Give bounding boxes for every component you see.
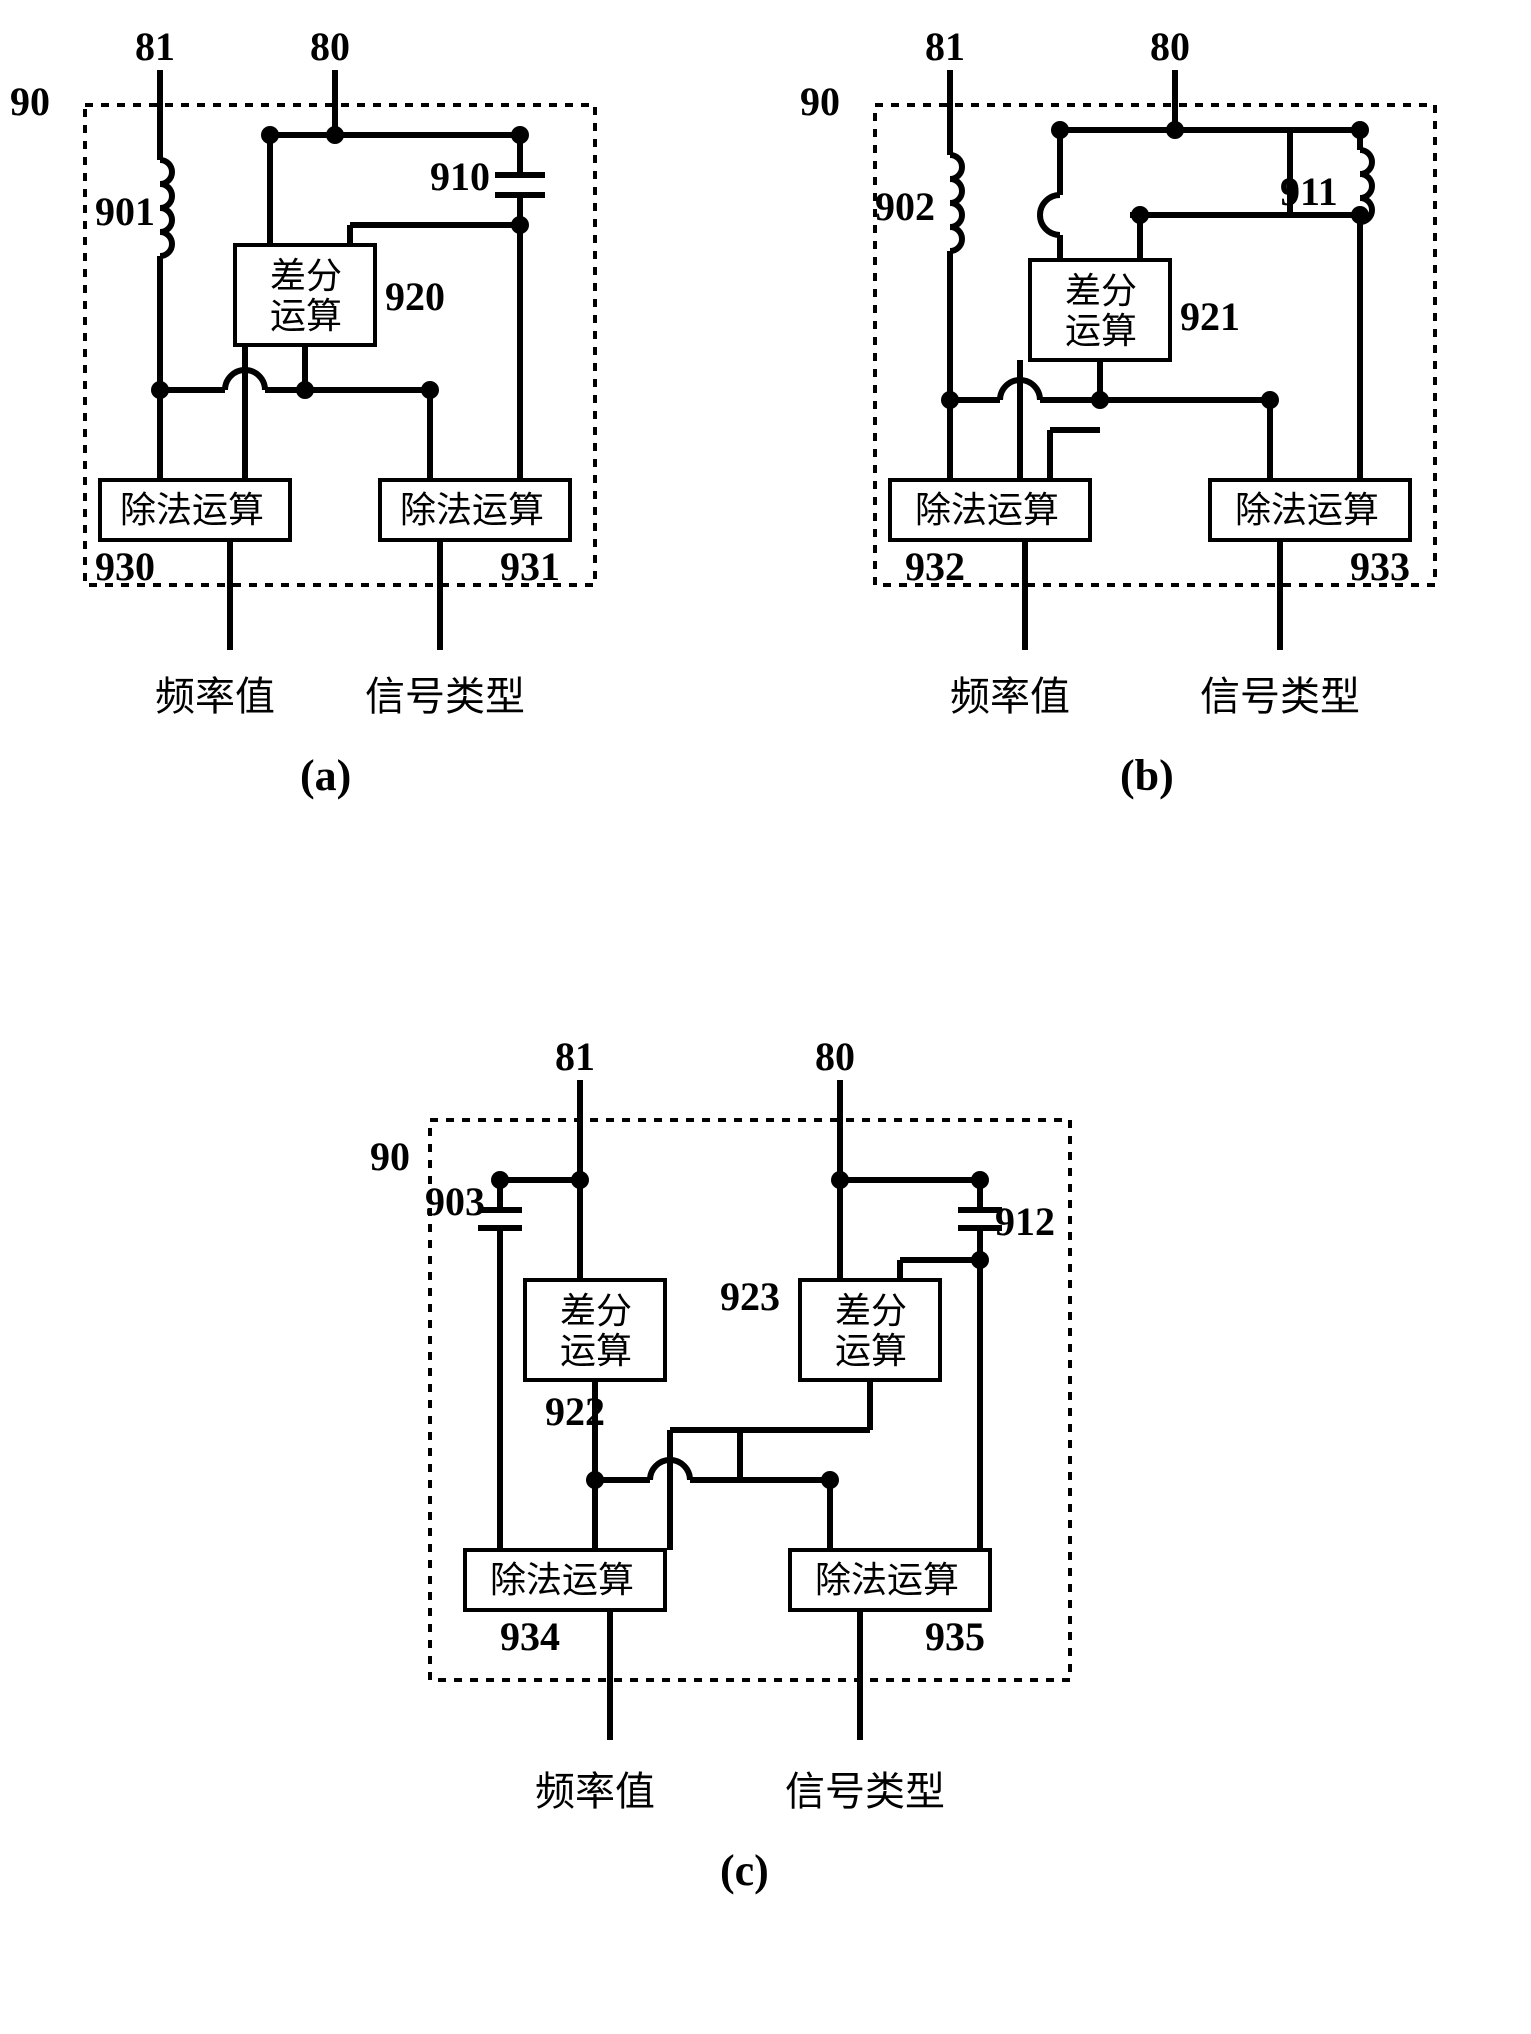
freq-label-b: 频率值 [950, 674, 1070, 719]
label-912: 912 [995, 1199, 1055, 1244]
diagram-page: 81 80 90 901 910 差分 运算 920 [0, 0, 1531, 2034]
panel-c: 81 80 90 903 差分 运算 922 912 差分 运算 923 [370, 1034, 1070, 1895]
label-90-a: 90 [10, 79, 50, 124]
diff-text-b1: 差分 [1065, 271, 1137, 311]
label-81-a: 81 [135, 24, 175, 69]
label-910: 910 [430, 154, 490, 199]
label-90-c: 90 [370, 1134, 410, 1179]
label-80-b: 80 [1150, 24, 1190, 69]
sigtype-label-c: 信号类型 [785, 1769, 945, 1814]
label-81-c: 81 [555, 1034, 595, 1079]
diff-text-a2: 运算 [270, 296, 342, 336]
freq-label-c: 频率值 [535, 1769, 655, 1814]
panel-b-clean: 差分 运算 921 除法运算 932 除法运算 933 频率值 信号类型 (b) [890, 130, 1410, 800]
sub-a: (a) [300, 751, 351, 800]
label-931: 931 [500, 544, 560, 589]
div-left-text-b: 除法运算 [915, 490, 1059, 530]
label-935: 935 [925, 1614, 985, 1659]
label-902: 902 [875, 184, 935, 229]
label-933: 933 [1350, 544, 1410, 589]
diff-left-c-t1: 差分 [560, 1291, 632, 1331]
div-left-text-a: 除法运算 [120, 490, 264, 530]
sub-b: (b) [1120, 751, 1174, 800]
label-80-a: 80 [310, 24, 350, 69]
diff-left-c-t2: 运算 [560, 1331, 632, 1371]
div-right-text-c: 除法运算 [815, 1560, 959, 1600]
sigtype-label-b: 信号类型 [1200, 674, 1360, 719]
label-932: 932 [905, 544, 965, 589]
label-921: 921 [1180, 294, 1240, 339]
panel-a: 81 80 90 901 910 差分 运算 920 [10, 24, 595, 800]
div-right-text-b: 除法运算 [1235, 490, 1379, 530]
label-90-b: 90 [800, 79, 840, 124]
label-920: 920 [385, 274, 445, 319]
diff-text-a1: 差分 [270, 256, 342, 296]
label-923: 923 [720, 1274, 780, 1319]
diff-right-c-t1: 差分 [835, 1291, 907, 1331]
div-left-text-c: 除法运算 [490, 1560, 634, 1600]
div-right-text-a: 除法运算 [400, 490, 544, 530]
label-903: 903 [425, 1179, 485, 1224]
diff-right-c-t2: 运算 [835, 1331, 907, 1371]
sigtype-label-a: 信号类型 [365, 674, 525, 719]
label-930: 930 [95, 544, 155, 589]
freq-label-a: 频率值 [155, 674, 275, 719]
label-934: 934 [500, 1614, 560, 1659]
label-901: 901 [95, 189, 155, 234]
sub-c: (c) [720, 1846, 769, 1895]
label-80-c: 80 [815, 1034, 855, 1079]
label-81-b: 81 [925, 24, 965, 69]
diff-text-b2: 运算 [1065, 311, 1137, 351]
